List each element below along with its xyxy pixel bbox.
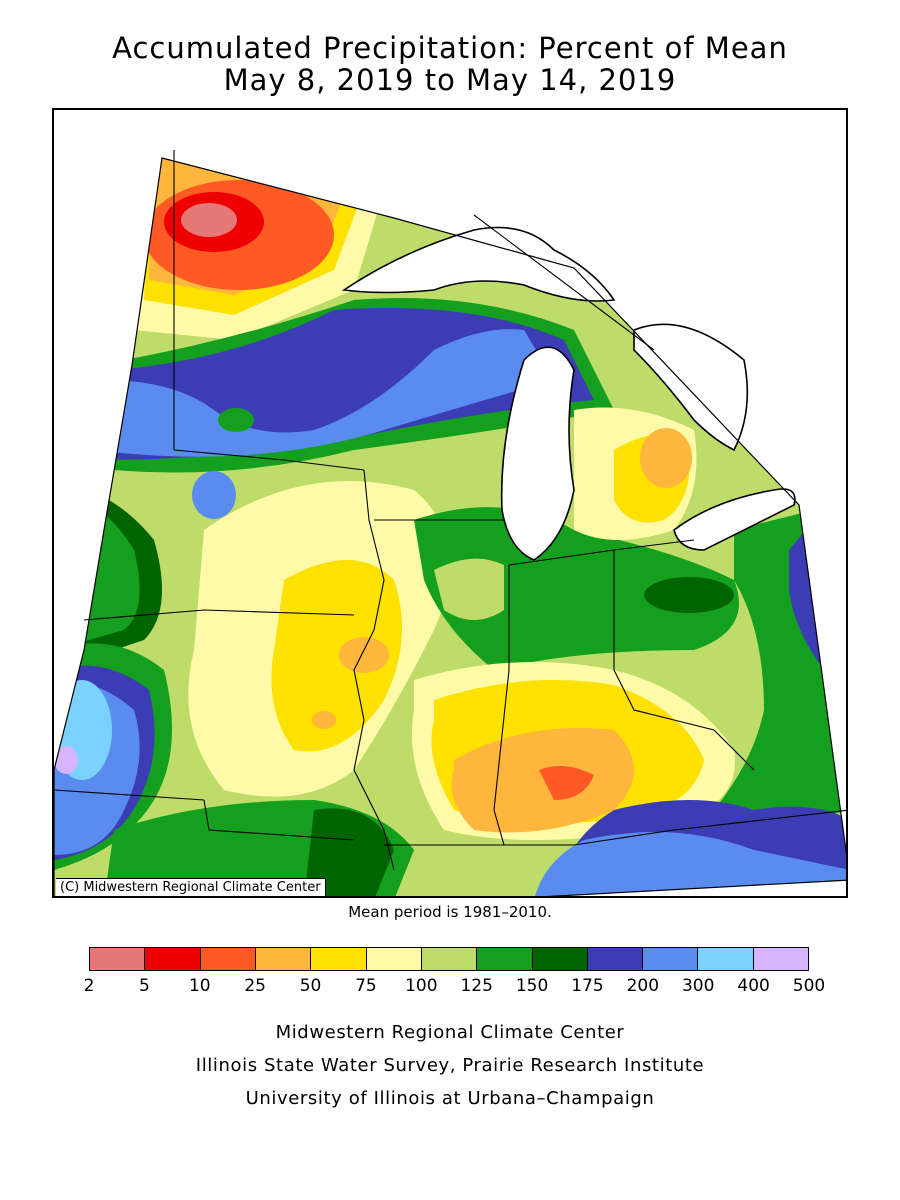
legend-swatch <box>753 948 809 970</box>
legend-swatch <box>532 948 588 970</box>
legend-tick-label: 50 <box>299 976 322 996</box>
legend-swatch <box>366 948 422 970</box>
region-outline <box>54 157 846 896</box>
credit-isws: Illinois State Water Survey, Prairie Res… <box>195 1055 705 1076</box>
legend-tick-label: 200 <box>626 976 660 996</box>
legend-swatch <box>421 948 478 970</box>
copyright-label: (C) Midwestern Regional Climate Center <box>56 878 326 896</box>
legend-labels: 2 5 10 25 50 75 100 125 150 175 200 300 400 500 <box>0 976 900 1000</box>
legend-tick-label: 25 <box>244 976 266 996</box>
legend-swatch <box>477 948 533 970</box>
legend-tick-label: 100 <box>405 976 438 996</box>
legend-tick-label: 400 <box>737 976 770 996</box>
legend-tick-label: 5 <box>138 976 150 996</box>
great-lakes <box>341 226 796 561</box>
legend-tick-label: 2 <box>83 976 95 996</box>
legend-swatch <box>698 948 754 970</box>
mean-period-note: Mean period is 1981–2010. <box>348 903 552 921</box>
legend-swatch <box>200 948 256 970</box>
precipitation-map <box>52 108 848 898</box>
legend-tick-label: 10 <box>188 976 211 996</box>
legend-swatch <box>311 948 367 970</box>
legend-swatch <box>587 948 644 970</box>
legend-swatch <box>255 948 312 970</box>
legend-tick-label: 500 <box>792 976 826 996</box>
date-range: May 8, 2019 to May 14, 2019 <box>223 63 677 97</box>
legend-tick-label: 175 <box>571 976 604 996</box>
color-legend <box>89 947 809 971</box>
legend-tick-label: 300 <box>681 976 715 996</box>
credit-uiuc: University of Illinois at Urbana–Champai… <box>245 1088 655 1109</box>
legend-swatch <box>643 948 699 970</box>
legend-tick-label: 125 <box>460 976 493 996</box>
legend-tick-label: 150 <box>515 976 549 996</box>
legend-tick-label: 75 <box>355 976 377 996</box>
map-title: Accumulated Precipitation: Percent of Me… <box>112 31 788 65</box>
credit-mrcc: Midwestern Regional Climate Center <box>275 1022 625 1043</box>
legend-swatch <box>90 948 146 970</box>
legend-swatch <box>145 948 201 970</box>
state-boundaries <box>54 150 846 871</box>
